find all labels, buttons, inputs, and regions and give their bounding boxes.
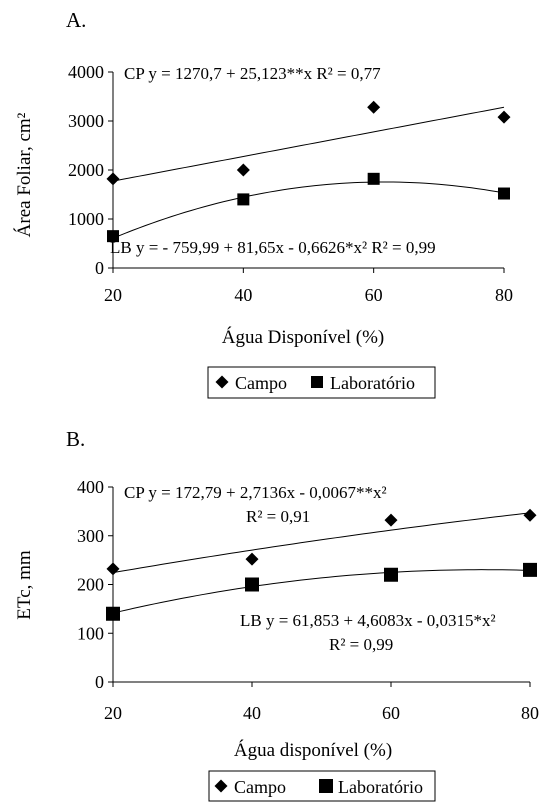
data-points-b bbox=[106, 508, 537, 621]
point-campo-a-2 bbox=[367, 100, 381, 114]
fit-lines-b bbox=[112, 512, 531, 614]
ticks-a: 0 1000 2000 3000 4000 20 40 60 80 bbox=[68, 62, 513, 305]
trend-line-laboratorio-a bbox=[112, 181, 505, 239]
x-tick-label-b-0: 20 bbox=[104, 703, 122, 723]
ticks-b: 0 100 200 300 400 20 40 60 80 bbox=[77, 477, 539, 723]
y-tick-label-a-2: 2000 bbox=[68, 160, 104, 180]
x-axis-title-a: Água Disponível (%) bbox=[222, 326, 385, 348]
axes-b bbox=[112, 487, 530, 683]
y-tick-label-a-4: 4000 bbox=[68, 62, 104, 82]
equation-laboratorio-a: LB y = - 759,99 + 81,65x - 0,6626*x² R² … bbox=[110, 238, 436, 257]
x-tick-label-a-1: 40 bbox=[234, 285, 252, 305]
point-campo-b-3 bbox=[523, 508, 537, 522]
trend-line-campo-b bbox=[112, 512, 531, 574]
r2-campo-b: R² = 0,91 bbox=[246, 507, 310, 526]
x-axis-title-b: Água disponível (%) bbox=[234, 739, 392, 761]
x-tick-label-a-0: 20 bbox=[104, 285, 122, 305]
point-laboratorio-a-3 bbox=[498, 187, 510, 200]
y-tick-label-b-3: 300 bbox=[77, 526, 104, 546]
y-tick-label-b-1: 100 bbox=[77, 623, 104, 643]
point-campo-b-2 bbox=[384, 513, 398, 527]
x-tick-label-b-3: 80 bbox=[521, 703, 539, 723]
fit-lines-a bbox=[112, 106, 505, 239]
r2-laboratorio-b: R² = 0,99 bbox=[329, 635, 393, 654]
point-laboratorio-b-0 bbox=[106, 606, 120, 621]
x-tick-label-a-2: 60 bbox=[365, 285, 383, 305]
legend-label-laboratorio-b: Laboratório bbox=[338, 777, 423, 797]
legend-diamond-icon-b bbox=[214, 779, 228, 793]
y-tick-label-a-1: 1000 bbox=[68, 209, 104, 229]
y-tick-label-b-4: 400 bbox=[77, 477, 104, 497]
point-campo-b-1 bbox=[245, 552, 259, 566]
legend-label-campo-a: Campo bbox=[235, 373, 287, 393]
equation-laboratorio-b: LB y = 61,853 + 4,6083x - 0,0315*x² bbox=[240, 611, 496, 630]
point-campo-a-1 bbox=[236, 163, 250, 177]
chart-panel-a: A. 0 1000 2000 3000 4000 20 40 60 80 CP y = 1270… bbox=[13, 8, 513, 399]
panel-label-b: B. bbox=[66, 427, 85, 451]
point-laboratorio-a-0 bbox=[107, 230, 119, 243]
point-campo-a-0 bbox=[106, 172, 120, 186]
legend-square-icon-a bbox=[311, 376, 323, 388]
y-tick-label-b-2: 200 bbox=[77, 575, 104, 595]
trend-line-campo-a bbox=[112, 106, 505, 182]
legend-b: Campo Laboratório bbox=[208, 770, 436, 802]
trend-line-laboratorio-b bbox=[112, 569, 531, 614]
point-laboratorio-b-3 bbox=[523, 562, 537, 577]
y-axis-title-b: ETc, mm bbox=[14, 550, 35, 620]
point-laboratorio-b-2 bbox=[384, 567, 398, 582]
point-campo-b-0 bbox=[106, 562, 120, 576]
legend-label-campo-b: Campo bbox=[234, 777, 286, 797]
x-tick-label-b-2: 60 bbox=[382, 703, 400, 723]
legend-label-laboratorio-a: Laboratório bbox=[330, 373, 415, 393]
equation-campo-b: CP y = 172,79 + 2,7136x - 0,0067**x² bbox=[124, 483, 387, 502]
chart-panel-b: B. 0 100 200 300 400 20 40 60 80 CP y = 172,79 +… bbox=[14, 427, 539, 802]
point-laboratorio-a-1 bbox=[237, 193, 250, 206]
y-tick-label-b-0: 0 bbox=[95, 672, 104, 692]
point-laboratorio-b-1 bbox=[245, 577, 259, 592]
legend-box-b bbox=[208, 770, 436, 802]
x-tick-label-a-3: 80 bbox=[495, 285, 513, 305]
y-tick-label-a-0: 0 bbox=[95, 258, 104, 278]
legend-box-a bbox=[207, 366, 436, 399]
legend-square-icon-b bbox=[319, 779, 333, 793]
x-tick-label-b-1: 40 bbox=[243, 703, 261, 723]
data-points-a bbox=[106, 100, 511, 243]
panel-label-a: A. bbox=[66, 8, 86, 32]
y-axis-title-a: Área Foliar, cm² bbox=[13, 112, 35, 237]
legend-a: Campo Laboratório bbox=[207, 366, 436, 399]
legend-diamond-icon-a bbox=[215, 375, 229, 389]
point-laboratorio-a-2 bbox=[367, 172, 380, 185]
equation-campo-a: CP y = 1270,7 + 25,123**x R² = 0,77 bbox=[124, 64, 381, 83]
point-campo-a-3 bbox=[497, 110, 511, 124]
y-tick-label-a-3: 3000 bbox=[68, 111, 104, 131]
